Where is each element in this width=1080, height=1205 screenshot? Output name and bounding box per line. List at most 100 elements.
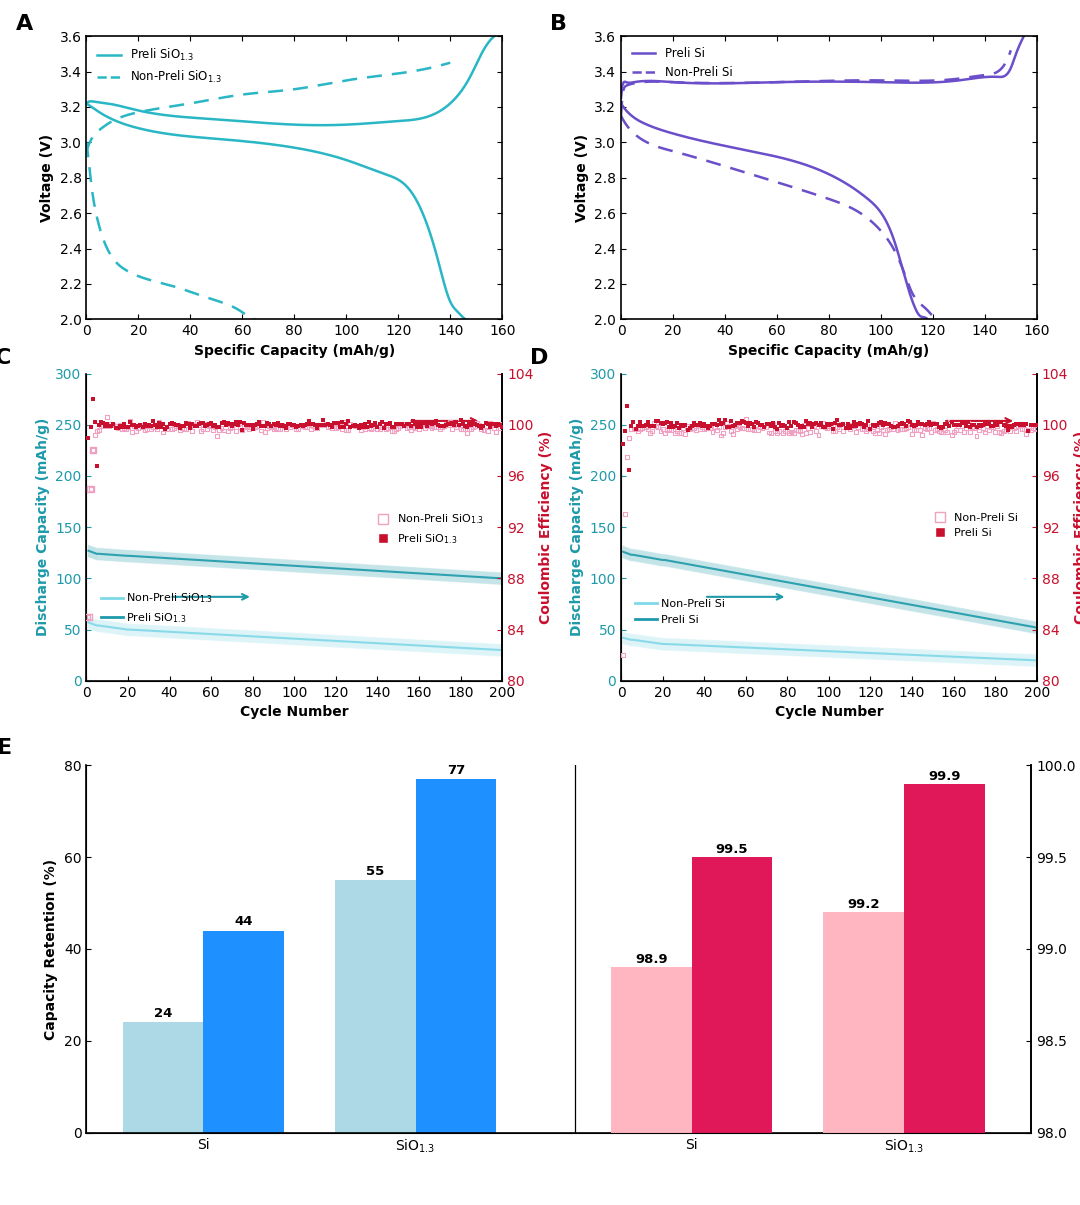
Point (958, 419, 975, 439)
Point (494, 417, 511, 436)
Point (621, 428, 638, 447)
Point (325, 413, 342, 433)
Bar (335, 880, 416, 1133)
Point (460, 415, 477, 434)
Point (821, 416, 838, 435)
Point (765, 413, 782, 433)
Point (993, 423, 1010, 442)
Point (743, 415, 760, 434)
Point (477, 413, 495, 433)
Point (251, 412, 268, 431)
Point (679, 421, 697, 440)
Point (464, 413, 482, 433)
Point (381, 417, 399, 436)
Point (839, 418, 856, 437)
Point (201, 415, 218, 434)
Point (442, 412, 459, 431)
Point (100, 416, 118, 435)
Point (846, 413, 863, 433)
Point (658, 412, 675, 431)
Point (1001, 422, 1018, 441)
Legend: Preli Si, Non-Preli Si: Preli Si, Non-Preli Si (626, 42, 738, 83)
Point (373, 412, 390, 431)
Text: 55: 55 (366, 865, 384, 877)
Point (121, 412, 138, 431)
Point (134, 417, 151, 436)
Point (671, 423, 688, 442)
Point (262, 417, 280, 436)
Point (159, 419, 176, 439)
Point (386, 422, 403, 441)
Y-axis label: Voltage (V): Voltage (V) (575, 134, 589, 222)
Point (352, 415, 369, 434)
Point (990, 412, 1008, 431)
Point (143, 416, 160, 435)
Point (298, 415, 315, 434)
Point (783, 423, 800, 442)
Point (257, 416, 274, 435)
Point (855, 419, 873, 439)
Point (625, 412, 643, 431)
Legend: Non-Preli SiO$_{1.3}$, Preli SiO$_{1.3}$: Non-Preli SiO$_{1.3}$, Preli SiO$_{1.3}$ (96, 587, 217, 629)
Point (880, 415, 897, 434)
Point (835, 422, 852, 441)
Legend: Non-Preli Si, Preli Si: Non-Preli Si, Preli Si (631, 595, 729, 629)
Point (154, 415, 172, 434)
Point (916, 418, 933, 437)
Point (716, 411, 733, 430)
Point (228, 412, 245, 431)
Point (429, 417, 446, 436)
Point (1003, 417, 1021, 436)
Point (752, 417, 769, 436)
Point (327, 413, 345, 433)
Point (945, 416, 962, 435)
Point (175, 416, 192, 435)
Point (710, 417, 727, 436)
Point (363, 417, 380, 436)
Point (427, 411, 444, 430)
Point (248, 416, 266, 435)
Point (999, 418, 1016, 437)
Point (396, 417, 414, 436)
Bar (611, 968, 691, 1133)
Point (702, 418, 719, 437)
Point (931, 418, 948, 437)
Point (145, 412, 162, 431)
Point (433, 418, 450, 437)
Point (302, 419, 320, 439)
Point (843, 416, 861, 435)
Point (190, 415, 207, 434)
Text: 44: 44 (234, 916, 253, 928)
Point (685, 413, 702, 433)
Point (215, 412, 232, 431)
Point (80, 607, 97, 627)
Point (255, 417, 272, 436)
Point (240, 419, 257, 439)
Point (932, 422, 949, 441)
Text: 99.2: 99.2 (848, 898, 880, 911)
Point (354, 417, 372, 436)
Point (868, 415, 886, 434)
Point (341, 415, 359, 434)
Point (635, 417, 652, 436)
Text: 98.9: 98.9 (635, 953, 667, 966)
Point (1024, 418, 1041, 437)
Point (253, 421, 270, 440)
Point (125, 415, 143, 434)
Point (80, 607, 97, 627)
Point (184, 415, 201, 434)
Point (181, 418, 199, 437)
Point (681, 418, 699, 437)
Point (770, 421, 787, 440)
Point (91, 421, 108, 440)
Point (148, 417, 165, 436)
Point (824, 422, 841, 441)
Point (644, 416, 661, 435)
Point (105, 416, 122, 435)
Point (373, 417, 390, 436)
Point (907, 415, 924, 434)
Point (314, 411, 332, 430)
Point (806, 415, 823, 434)
Point (269, 413, 286, 433)
Point (287, 418, 305, 437)
